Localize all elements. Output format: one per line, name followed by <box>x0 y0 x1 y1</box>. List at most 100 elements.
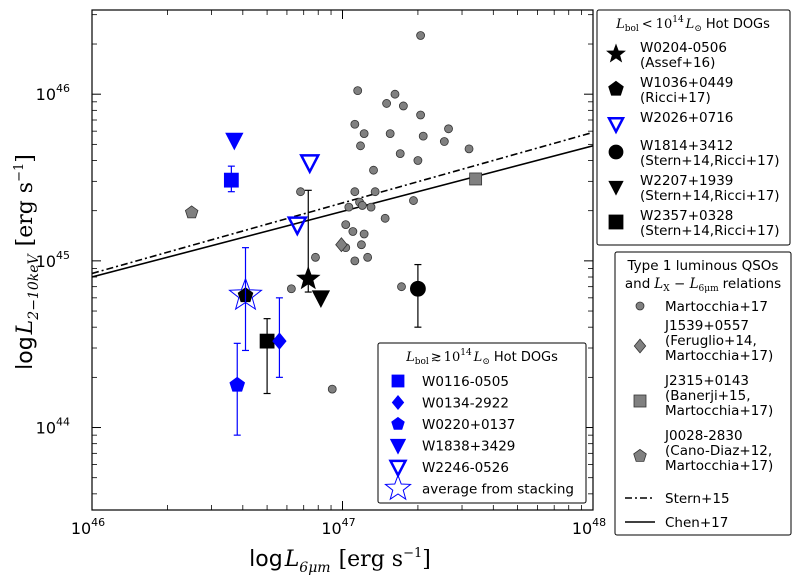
point-w0134-2922 <box>272 332 287 350</box>
legend-ref-w1036+0449: (Ricci+17) <box>640 90 711 106</box>
fit-lines <box>92 131 593 278</box>
legend-qso-subtitle: and LX − L6μm relations <box>625 276 781 294</box>
martocchia-point <box>353 86 363 96</box>
martocchia-point <box>380 213 390 223</box>
martocchia-point <box>357 240 366 250</box>
martocchia-point <box>286 284 296 294</box>
legend-marker-w0134-2922 <box>391 394 405 411</box>
legend-marker-w0116-0505 <box>391 374 405 388</box>
martocchia-point <box>416 31 425 40</box>
martocchia-point <box>350 256 360 266</box>
point-w0204-0506 <box>296 265 321 290</box>
martocchia-point <box>409 196 418 205</box>
martocchia-point <box>344 202 354 212</box>
martocchia-point <box>341 220 351 230</box>
legend-ref1-j0028-2830: (Cano-Diaz+12, <box>665 443 772 459</box>
axis-ticks: 1046 1047 1048 1044 1045 1046 <box>36 10 606 538</box>
legend-marker-w1814+3412 <box>608 144 624 160</box>
legend-marker-average-from-stacking <box>384 473 412 501</box>
legend-label-w0134-2922: W0134-2922 <box>422 396 509 412</box>
legend-label-w1838+3429: W1838+3429 <box>422 439 515 455</box>
legend-ref2-j2315+0143: Martocchia+17) <box>665 403 773 419</box>
martocchia-point <box>366 202 376 212</box>
legend-label-j1539+0557: J1539+0557 <box>664 318 749 334</box>
x-axis-label: logL6μm [erg s−1] <box>249 546 431 576</box>
martocchia-point <box>359 229 369 239</box>
point-w2026+0716 <box>286 216 308 237</box>
legend-marker-w0204-0506 <box>606 43 626 63</box>
legend-marker-w0220+0137 <box>391 416 405 430</box>
tick-label: 1047 <box>321 516 355 538</box>
point-average-from-stacking <box>228 277 263 311</box>
legend-marker-j0028-2830 <box>633 448 647 462</box>
martocchia-point <box>359 129 369 139</box>
legend-marker-w2357+0328 <box>608 214 624 230</box>
line-chen-17 <box>92 145 593 278</box>
martocchia-point <box>357 201 367 210</box>
martocchia-point <box>418 131 428 141</box>
legend-label-w0220+0137: W0220+0137 <box>422 417 515 433</box>
point-j2315+0143 <box>469 172 483 186</box>
legend-label-j2315+0143: J2315+0143 <box>664 373 749 389</box>
legend-label-stern-15: Stern+15 <box>665 491 730 507</box>
point-w0116-0505 <box>223 172 239 188</box>
legend-ref2-j0028-2830: Martocchia+17) <box>665 458 773 474</box>
tick-label: 1046 <box>71 516 105 538</box>
legend-marker-w2026+0716 <box>606 116 626 135</box>
legend-marker-j2315+0143 <box>633 394 647 408</box>
errorbar-average-from-stacking <box>242 247 250 352</box>
legend-marker-w2207+1939 <box>608 180 624 196</box>
legend-high-title: Lbol ≳ 1014 L⊙ Hot DOGs <box>405 348 558 367</box>
martocchia-point <box>385 129 395 139</box>
legend-ref-w1814+3412: (Stern+14,Ricci+17) <box>640 153 780 169</box>
point-j1539+0557 <box>335 237 348 253</box>
legend-label-w2026+0716: W2026+0716 <box>640 110 733 126</box>
legend-ref-w2357+0328: (Stern+14,Ricci+17) <box>640 223 780 239</box>
point-w0220+0137 <box>229 376 246 392</box>
tick-label: 1048 <box>572 516 606 538</box>
errorbar-w2357+0328 <box>263 318 271 395</box>
legend-label-w1814+3412: W1814+3412 <box>640 138 733 154</box>
martocchia-point <box>390 89 400 99</box>
legend-low-hot-dogs: Lbol <1014 L⊙ Hot DOGs W0204-0506(Assef+16)… <box>596 9 791 246</box>
data-points <box>184 31 483 436</box>
legend-ref2-j1539+0557: Martocchia+17) <box>665 348 773 364</box>
legend-marker-j1539+0557 <box>633 338 647 354</box>
point-w1838+3429 <box>225 132 244 151</box>
martocchia-point <box>398 101 408 111</box>
legend-label-average-from-stacking: average from stacking <box>422 482 574 498</box>
martocchia-point <box>370 187 380 197</box>
legend-label-martocchia: Martocchia+17 <box>665 299 768 315</box>
legend-high-hot-dogs: Lbol ≳ 1014 L⊙ Hot DOGs W0116-0505 W0134-2922… <box>377 342 587 504</box>
martocchia-point <box>369 165 378 175</box>
point-w2357+0328 <box>259 333 275 349</box>
martocchia-point <box>413 156 423 165</box>
martocchia-point <box>296 187 305 197</box>
legend-ref-w0204-0506: (Assef+16) <box>640 55 715 71</box>
legend-marker-w1838+3429 <box>389 438 407 455</box>
legend-label-j0028-2830: J0028-2830 <box>664 428 743 444</box>
tick-label: 1044 <box>36 416 70 438</box>
martocchia-point <box>348 227 358 236</box>
legend-label-w2357+0328: W2357+0328 <box>640 208 733 224</box>
legend-label-w0204-0506: W0204-0506 <box>640 40 727 56</box>
legend-marker-w1036+0449 <box>608 80 624 96</box>
point-w1814+3412 <box>410 280 426 297</box>
martocchia-point <box>464 144 474 154</box>
tick-label: 1045 <box>36 249 70 271</box>
martocchia-point <box>439 137 449 146</box>
tick-label: 1046 <box>36 82 70 104</box>
legend-label-w0116-0505: W0116-0505 <box>422 374 509 390</box>
martocchia-point <box>363 252 373 262</box>
y-axis-label: logL2−10keV[erg s−1] <box>12 154 42 370</box>
martocchia-point <box>350 119 360 129</box>
martocchia-point <box>311 252 320 262</box>
legend-qso-title: Type 1 luminous QSOs <box>627 258 779 274</box>
legend-low-title: Lbol <1014 L⊙ Hot DOGs <box>615 15 770 34</box>
legend-ref-w2207+1939: (Stern+14,Ricci+17) <box>640 188 780 204</box>
legend-label-w2207+1939: W2207+1939 <box>640 173 733 189</box>
point-j0028-2830 <box>184 205 199 219</box>
legend-marker-martocchia <box>635 301 645 311</box>
martocchia-point <box>382 99 392 108</box>
